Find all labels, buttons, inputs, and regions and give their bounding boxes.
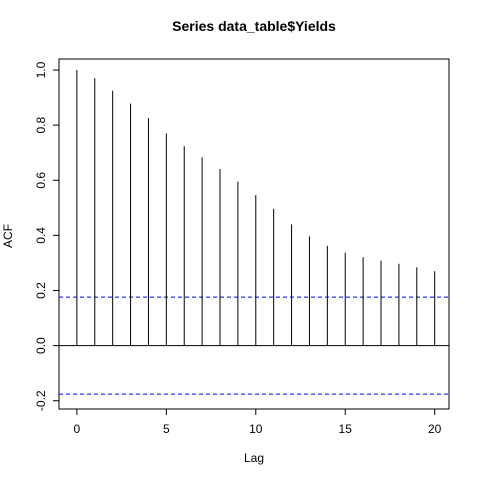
x-tick-label: 5 xyxy=(163,422,170,436)
x-axis-label: Lag xyxy=(244,451,264,465)
plot-box xyxy=(58,58,450,410)
y-tick-label: -0.2 xyxy=(34,390,48,411)
y-tick-label: 0.6 xyxy=(34,172,48,189)
y-tick-label: 1.0 xyxy=(34,61,48,78)
x-tick-label: 20 xyxy=(428,422,442,436)
chart-title: Series data_table$Yields xyxy=(172,18,336,34)
y-tick-label: 0.0 xyxy=(34,337,48,354)
y-axis-label: ACF xyxy=(1,224,15,248)
x-tick-label: 15 xyxy=(339,422,353,436)
y-tick-label: 0.8 xyxy=(34,116,48,133)
x-tick-label: 0 xyxy=(74,422,81,436)
y-tick-label: 0.2 xyxy=(34,282,48,299)
y-tick-label: 0.4 xyxy=(34,227,48,244)
x-tick-label: 10 xyxy=(249,422,263,436)
